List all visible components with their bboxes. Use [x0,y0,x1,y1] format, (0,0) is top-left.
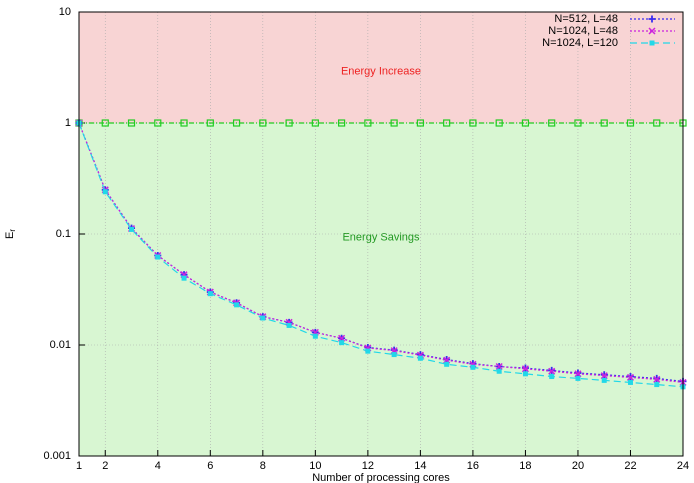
marker [129,226,135,232]
reference-marker [338,119,346,127]
y-tick-label: 0.1 [56,228,71,240]
reference-marker [443,119,451,127]
x-tick-label: 4 [155,460,161,472]
marker [312,333,318,339]
marker [470,364,476,370]
marker [495,362,503,371]
reference-marker [600,119,608,127]
reference-marker [416,119,424,127]
reference-marker [521,119,530,127]
series-line [78,122,684,384]
marker [548,367,556,375]
reference-marker [311,119,319,127]
reference-marker [469,119,477,127]
marker [648,15,656,23]
region [79,123,683,456]
x-tick-label: 2 [102,460,108,472]
x-tick-label: 1 [76,460,82,472]
marker [521,365,529,373]
marker [648,27,656,35]
marker [260,315,266,321]
reference-marker [180,119,188,127]
legend-label: N=1024, L=48 [548,25,618,37]
reference-marker [390,119,398,127]
marker [653,375,661,383]
marker [444,361,450,367]
x-tick-label: 16 [467,460,479,472]
marker [601,377,607,383]
y-tick-label: 0.001 [43,450,71,462]
marker [286,322,292,328]
region-label: Energy Increase [341,65,421,77]
reference-marker [259,119,267,127]
x-tick-label: 24 [677,460,689,472]
x-tick-label: 14 [414,460,426,472]
reference-marker [626,119,635,127]
reference-marker [285,119,293,127]
background [79,12,683,456]
legend-label: N=1024, L=120 [542,37,618,49]
marker [155,254,161,260]
marker [181,275,187,281]
y-label-main: E [4,232,16,239]
reference-marker [154,119,162,127]
region [79,12,683,123]
marker [600,372,608,380]
reference-marker [232,119,241,127]
x-tick-label: 22 [624,460,636,472]
reference-marker [364,119,372,127]
marker [234,302,240,308]
marker [654,382,660,388]
marker [102,189,108,195]
x-tick-label: 10 [309,460,321,472]
x-tick-label: 12 [362,460,374,472]
y-label-sub: r [8,229,17,232]
marker [207,291,213,297]
y-tick-label: 10 [59,6,71,18]
region-label: Energy Savings [342,231,420,243]
marker [365,348,371,354]
marker [626,373,635,381]
reference-marker [653,119,661,127]
marker [522,371,528,377]
marker [575,375,581,381]
marker [649,40,655,46]
x-tick-label: 18 [519,460,531,472]
reference-marker [574,119,582,127]
x-tick-label: 6 [207,460,213,472]
y-tick-label: 1 [65,117,71,129]
reference-marker [101,119,109,127]
plot-frame [78,11,684,457]
marker [549,374,555,380]
marker [574,370,582,378]
marker [417,355,423,361]
x-tick-label: 20 [572,460,584,472]
series-line [78,122,684,388]
reference-marker [206,119,214,127]
x-tick-label: 8 [260,460,266,472]
reference-marker [127,119,136,127]
x-axis-label: Number of processing cores [312,472,450,483]
marker [339,340,345,346]
marker [391,352,397,358]
y-tick-label: 0.01 [50,339,71,351]
y-axis-label: Er [4,229,17,239]
reference-marker [548,119,556,127]
marker [627,379,633,385]
marker [496,368,502,374]
reference-marker [495,119,503,127]
legend-label: N=512, L=48 [554,13,618,25]
